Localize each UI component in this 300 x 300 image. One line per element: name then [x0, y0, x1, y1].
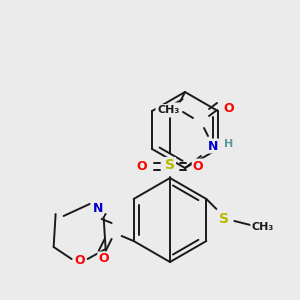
- Text: CH₃: CH₃: [158, 105, 180, 115]
- Text: O: O: [98, 253, 109, 266]
- Text: O: O: [224, 101, 234, 115]
- Text: H: H: [224, 139, 234, 149]
- Text: S: S: [219, 212, 230, 226]
- Text: N: N: [92, 202, 103, 215]
- Text: O: O: [193, 160, 203, 172]
- Text: O: O: [74, 254, 85, 268]
- Text: O: O: [137, 160, 147, 172]
- Text: S: S: [165, 158, 175, 172]
- Text: N: N: [170, 103, 180, 116]
- Text: H: H: [156, 107, 166, 117]
- Text: N: N: [208, 140, 218, 152]
- Text: CH₃: CH₃: [251, 222, 274, 232]
